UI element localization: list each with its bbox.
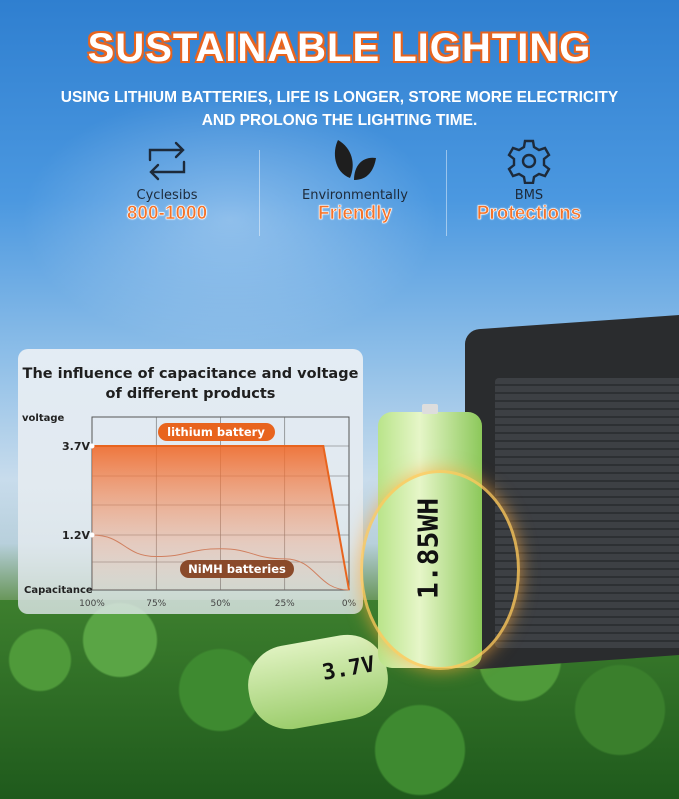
divider [259,150,260,236]
chart-title: The influence of capacitance and voltage… [22,366,359,402]
energy-swirl [360,470,520,670]
x-tick: 50% [210,599,230,609]
feature-label: BMS [514,188,544,203]
y-axis-label: voltage [22,413,65,424]
feature-cycles: Cyclesibs 800-1000 [92,138,242,225]
battery-small-label: 3.7V [320,652,377,686]
sky-glow [20,90,440,350]
lithium-area [92,446,349,590]
legend-lithium [158,423,275,441]
cycle-arrows-icon [148,141,186,181]
feature-bms: BMS Protections [454,138,604,225]
lithium-line [92,445,350,591]
y-tick: 1.2V [62,529,90,542]
page-title: SUSTAINABLE LIGHTING [87,26,592,70]
x-tick: 25% [275,599,295,609]
legend-nimh-label: NiMH batteries [188,562,286,576]
battery-cap [422,404,438,414]
data-point [89,532,95,538]
feature-value: Friendly [318,203,393,225]
divider [446,150,447,236]
legend-lithium-label: lithium battery [167,425,265,439]
gear-icon [507,139,551,184]
x-tick: 0% [342,599,357,609]
legend-nimh [180,560,294,578]
feature-label: Cyclesibs [136,188,198,203]
solar-cells [495,378,679,648]
feature-label: Environmentally [302,188,408,203]
feature-eco: Environmentally Friendly [280,138,430,225]
x-tick: 75% [146,599,166,609]
x-tick: 100% [79,599,105,609]
subtitle-line-1: USING LITHIUM BATTERIES, LIFE IS LONGER,… [60,89,619,106]
subtitle: USING LITHIUM BATTERIES, LIFE IS LONGER,… [0,86,679,132]
data-point [89,443,95,449]
feature-value: 800-1000 [126,203,208,225]
leaf-icon [334,140,376,180]
y-tick: 3.7V [62,440,90,453]
x-axis-label: Capacitance [24,585,93,596]
feature-value: Protections [476,203,582,225]
subtitle-line-2: AND PROLONG THE LIGHTING TIME. [201,112,478,129]
nimh-line [91,534,350,591]
